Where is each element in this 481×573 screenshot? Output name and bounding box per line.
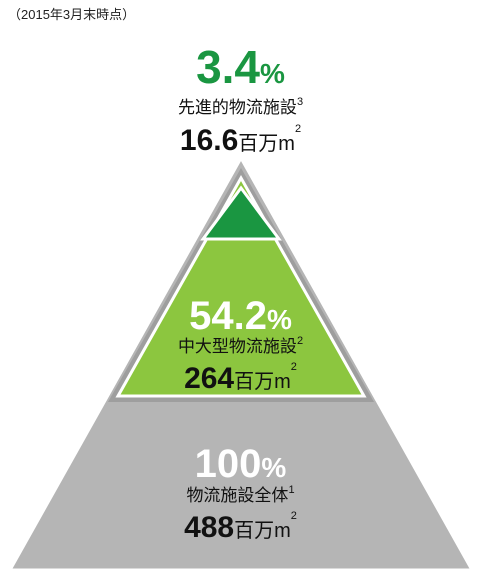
text: 百万m xyxy=(234,371,291,393)
text: 2 xyxy=(294,123,302,135)
text: 物流施設全体 xyxy=(186,486,289,505)
area: 264百万m2 xyxy=(0,361,481,395)
text: 3 xyxy=(296,96,304,108)
top-tier xyxy=(200,185,282,241)
text: 先進的物流施設 xyxy=(177,98,297,117)
text: 百万m xyxy=(238,133,295,155)
area: 16.6百万m2 xyxy=(0,123,481,157)
text: 百万m xyxy=(234,520,291,542)
text: 3.4 xyxy=(196,41,261,93)
text: % xyxy=(261,452,287,483)
middle-tier xyxy=(115,174,367,398)
text: 264 xyxy=(184,362,235,395)
text: 100 xyxy=(194,442,262,486)
text: 中大型物流施設 xyxy=(177,337,297,356)
area: 488百万m2 xyxy=(0,510,481,544)
text: 54.2 xyxy=(189,294,267,338)
text: 1 xyxy=(288,484,295,496)
text: 2 xyxy=(296,335,304,347)
text: % xyxy=(266,304,292,335)
text: 16.6 xyxy=(179,124,239,157)
text: 2 xyxy=(290,510,297,522)
text: % xyxy=(260,58,285,89)
label: 中大型物流施設2 xyxy=(0,335,481,356)
text: 488 xyxy=(184,511,235,544)
label: 物流施設全体1 xyxy=(0,484,481,505)
percent: 3.4% xyxy=(0,44,481,90)
date-note: （2015年3月末時点） xyxy=(8,7,136,22)
text: 2 xyxy=(290,361,297,373)
percent: 54.2% xyxy=(0,296,481,336)
percent: 100% xyxy=(0,444,481,484)
label: 先進的物流施設3 xyxy=(0,96,481,117)
